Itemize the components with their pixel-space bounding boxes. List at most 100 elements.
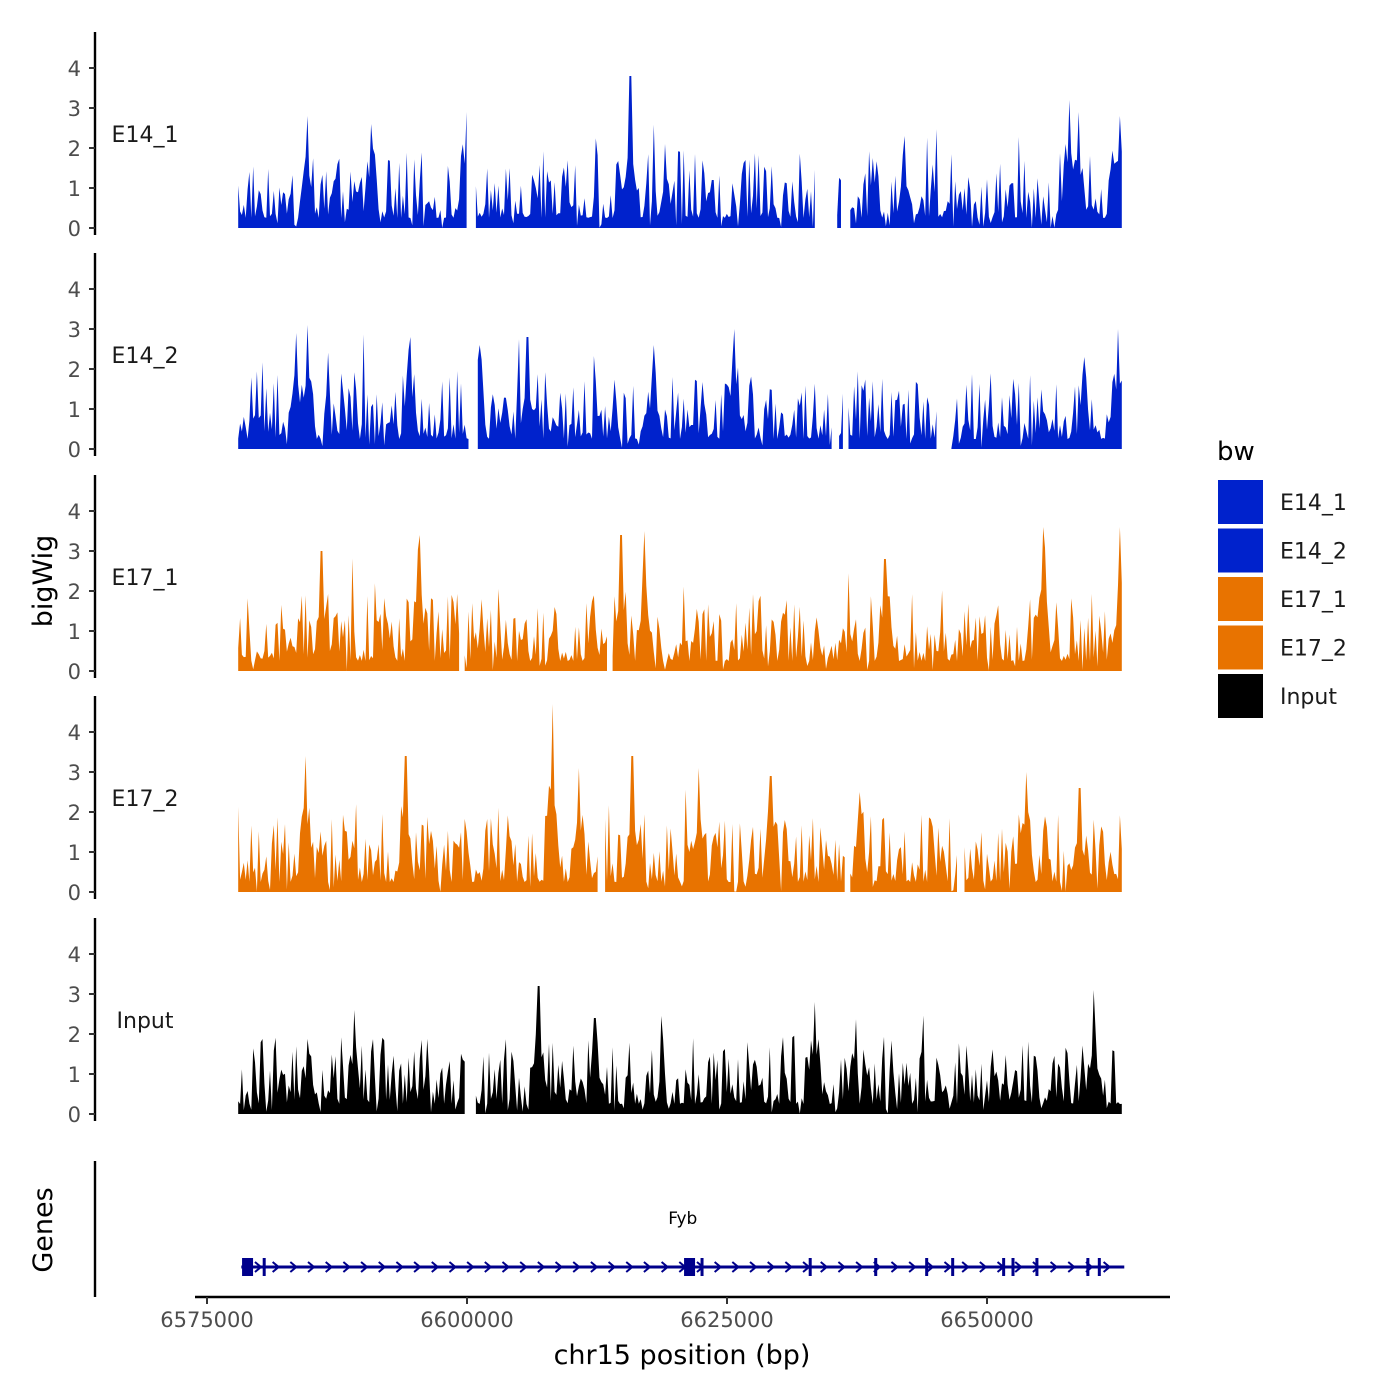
y-tick-label: 1 xyxy=(68,620,81,644)
genes-track: Genes Fyb xyxy=(28,1161,1125,1297)
strand-arrow xyxy=(643,1261,652,1273)
strand-arrow xyxy=(484,1261,493,1273)
y-tick-label: 3 xyxy=(68,540,81,564)
y-tick-label: 2 xyxy=(68,1023,81,1047)
signal-area-e14_1 xyxy=(850,100,1122,228)
exon-block xyxy=(1097,1258,1101,1276)
strand-arrow xyxy=(325,1261,334,1273)
strand-arrow xyxy=(254,1261,263,1273)
strand-arrow xyxy=(784,1261,793,1273)
panel-e17_1: 0 1 2 3 4 E17_1 xyxy=(68,475,1122,684)
exon-block xyxy=(1086,1258,1090,1276)
y-tick-label: 0 xyxy=(68,881,81,905)
signal-area-e17_2 xyxy=(964,772,1122,892)
signal-area-e17_2 xyxy=(850,792,957,892)
exon-block xyxy=(1035,1258,1039,1276)
track-label: E14_2 xyxy=(112,344,179,369)
legend-label-e17_2: E17_2 xyxy=(1280,637,1347,662)
y-tick-label: 4 xyxy=(68,57,81,81)
legend-key-e14_1 xyxy=(1218,480,1263,524)
signal-area-e14_2 xyxy=(848,371,937,449)
signal-area-e14_2 xyxy=(951,329,1122,449)
exon-block xyxy=(700,1258,704,1276)
strand-arrow xyxy=(979,1261,988,1273)
strand-arrow xyxy=(713,1261,723,1273)
legend: bw E14_1 E14_2 E17_1 E17_2 Input xyxy=(1217,437,1347,718)
strand-arrow xyxy=(466,1261,475,1273)
y-tick-label: 2 xyxy=(68,358,81,382)
strand-arrow xyxy=(395,1261,404,1273)
strand-arrow xyxy=(378,1261,387,1273)
legend-label-e14_2: E14_2 xyxy=(1280,540,1347,565)
track-label: E17_2 xyxy=(112,787,179,812)
exon-block xyxy=(951,1258,955,1276)
y-tick-label: 3 xyxy=(68,983,81,1007)
strand-arrow xyxy=(307,1261,316,1273)
strand-arrow xyxy=(554,1261,564,1273)
strand-arrow xyxy=(767,1261,776,1273)
panel-e17_2: 0 1 2 3 4 E17_2 xyxy=(68,696,1122,905)
exon-block xyxy=(874,1258,878,1276)
strand-arrow xyxy=(1014,1261,1023,1273)
signal-area-input xyxy=(475,986,1122,1114)
strand-arrow xyxy=(448,1261,458,1273)
x-axis: 6575000 6600000 6625000 6650000 xyxy=(160,1295,1170,1332)
strand-arrow xyxy=(501,1261,511,1273)
signal-area-e17_2 xyxy=(238,704,598,892)
y-tick-label: 3 xyxy=(68,761,81,785)
signal-area-e17_1 xyxy=(612,527,1122,671)
signal-panels: 0 1 2 3 4 E14_1 0 1 2 3 4 E14_2 0 1 2 3 4 E17_1 0 1 2 3 4 E17_2… xyxy=(68,32,1122,1127)
legend-label-input: Input xyxy=(1280,685,1337,710)
x-axis-title: chr15 position (bp) xyxy=(554,1340,811,1371)
strand-arrow xyxy=(731,1261,740,1273)
exon-block xyxy=(242,1258,254,1276)
strand-arrow xyxy=(289,1261,298,1273)
legend-label-e14_1: E14_1 xyxy=(1280,491,1347,516)
strand-arrow xyxy=(820,1261,829,1273)
legend-title: bw xyxy=(1217,437,1255,467)
strand-arrow xyxy=(1032,1261,1041,1273)
legend-key-e17_1 xyxy=(1218,577,1263,621)
strand-arrow xyxy=(926,1261,935,1273)
strand-arrow xyxy=(908,1261,917,1273)
strand-arrow xyxy=(749,1261,758,1273)
y-tick-label: 3 xyxy=(68,318,81,342)
legend-key-input xyxy=(1218,674,1263,718)
strand-arrow xyxy=(961,1261,970,1273)
strand-arrow xyxy=(890,1261,900,1273)
signal-area-e17_1 xyxy=(464,589,607,671)
exon-block xyxy=(262,1258,266,1276)
y-tick-label: 2 xyxy=(68,801,81,825)
y-tick-label: 1 xyxy=(68,841,81,865)
strand-arrow xyxy=(607,1261,617,1273)
strand-arrow xyxy=(572,1261,581,1273)
legend-key-e17_2 xyxy=(1218,625,1263,670)
signal-area-e17_1 xyxy=(238,535,460,671)
strand-arrow xyxy=(537,1261,546,1273)
strand-arrow xyxy=(519,1261,528,1273)
signal-area-e14_1 xyxy=(475,76,815,228)
strand-arrow xyxy=(943,1261,953,1273)
y-tick-label: 4 xyxy=(68,721,81,745)
panel-e14_1: 0 1 2 3 4 E14_1 xyxy=(68,32,1122,241)
y-tick-label: 1 xyxy=(68,177,81,201)
x-tick-label: 6600000 xyxy=(420,1308,514,1332)
strand-arrow xyxy=(1067,1261,1076,1273)
y-tick-label: 4 xyxy=(68,943,81,967)
panel-e14_2: 0 1 2 3 4 E14_2 xyxy=(68,253,1122,462)
strand-arrow xyxy=(271,1261,281,1273)
panel-input: 0 1 2 3 4 Input xyxy=(68,918,1122,1127)
signal-area-e14_2 xyxy=(238,325,469,449)
y-tick-label: 0 xyxy=(68,438,81,462)
y-tick-label: 0 xyxy=(68,217,81,241)
exon-block xyxy=(684,1258,696,1276)
strand-arrow xyxy=(855,1261,864,1273)
y-tick-label: 1 xyxy=(68,1063,81,1087)
y-tick-label: 4 xyxy=(68,500,81,524)
exon-block xyxy=(925,1258,929,1276)
strand-arrow xyxy=(1049,1261,1059,1273)
signal-area-e14_2 xyxy=(839,393,843,449)
track-label: E14_1 xyxy=(112,123,179,148)
strand-arrow xyxy=(590,1261,599,1273)
